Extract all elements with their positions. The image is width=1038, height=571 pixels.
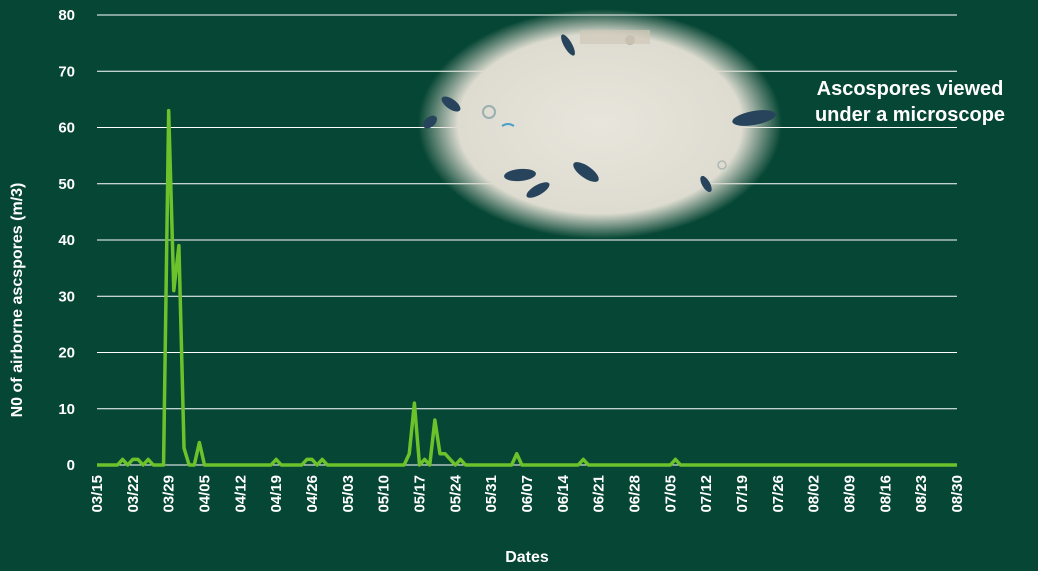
y-axis-title: N0 of airborne ascspores (m/3) <box>9 183 26 418</box>
ascospore <box>504 168 536 182</box>
y-tick-label: 50 <box>58 176 75 193</box>
x-tick-label: 03/29 <box>161 475 178 513</box>
y-axis: 0 10 20 30 40 50 60 70 80 <box>58 7 75 474</box>
x-tick-label: 08/23 <box>913 475 930 513</box>
x-tick-label: 03/22 <box>125 475 142 513</box>
ascospore <box>732 110 776 126</box>
x-tick-label: 07/19 <box>734 475 751 513</box>
x-tick-label: 05/31 <box>483 475 500 513</box>
series-line <box>97 108 957 467</box>
y-tick-label: 70 <box>58 63 75 80</box>
ascospore <box>441 96 461 112</box>
annotation-line-1: Ascospores viewed <box>816 78 1004 100</box>
x-tick-label: 03/15 <box>89 475 106 513</box>
y-tick-label: 20 <box>58 345 75 362</box>
x-tick-label: 08/09 <box>842 475 859 513</box>
y-tick-label: 40 <box>58 232 75 249</box>
y-tick-label: 10 <box>58 401 75 418</box>
microscope-photo <box>418 9 782 239</box>
y-tick-label: 0 <box>67 457 75 474</box>
annotation-line-2: under a microscope <box>814 104 1006 126</box>
ascospore <box>573 162 599 182</box>
annotation-label: Ascospores viewed under a microscope <box>780 76 1038 128</box>
ascospore <box>561 34 575 56</box>
y-tick-label: 80 <box>58 7 75 24</box>
x-tick-label: 04/19 <box>268 475 285 513</box>
x-tick-label: 06/07 <box>519 475 536 513</box>
x-tick-label: 08/16 <box>877 475 894 513</box>
x-tick-label: 04/05 <box>197 475 214 513</box>
x-tick-label: 05/10 <box>376 475 393 513</box>
ascospore <box>423 115 437 129</box>
ascospore <box>700 175 712 193</box>
y-tick-label: 30 <box>58 288 75 305</box>
x-tick-label: 07/26 <box>770 475 787 513</box>
series-layer <box>97 108 957 467</box>
x-axis: 03/15 03/22 03/29 04/05 04/12 04/19 04/26 05/03… <box>89 474 966 512</box>
x-tick-label: 05/03 <box>340 475 357 513</box>
x-tick-label: 04/26 <box>304 475 321 513</box>
x-tick-label: 06/21 <box>591 475 608 513</box>
x-tick-label: 08/30 <box>949 475 966 513</box>
y-tick-label: 60 <box>58 120 75 137</box>
x-tick-label: 05/24 <box>447 474 464 512</box>
ascospore <box>526 182 550 198</box>
x-tick-label: 07/05 <box>662 475 679 513</box>
x-tick-label: 08/02 <box>806 475 823 513</box>
x-axis-title: Dates <box>505 549 549 566</box>
x-tick-label: 05/17 <box>412 475 429 513</box>
x-tick-label: 07/12 <box>698 475 715 513</box>
x-tick-label: 06/28 <box>627 475 644 513</box>
x-tick-label: 04/12 <box>232 475 249 513</box>
x-tick-label: 06/14 <box>555 474 572 512</box>
